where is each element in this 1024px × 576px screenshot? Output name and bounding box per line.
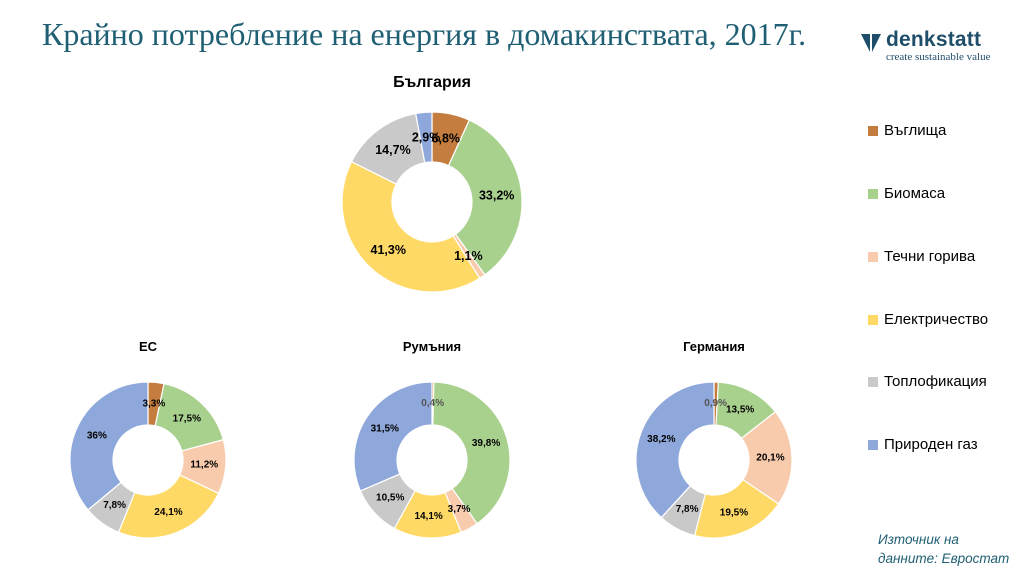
donut-slice [353, 381, 433, 492]
data-label: 0,4% [421, 398, 444, 409]
data-label: 6,8% [432, 131, 461, 145]
data-label: 20,1% [756, 453, 784, 464]
chart-title-bulgaria: България [393, 74, 471, 91]
data-label: 7,8% [103, 500, 126, 511]
data-label: 10,5% [376, 493, 404, 504]
data-label: 13,5% [726, 404, 754, 415]
data-label: 19,5% [720, 507, 748, 518]
legend-swatch [868, 189, 878, 199]
donut-germany: 0,9%13,5% 20,1% 19,5% 7,8% 38,2% [635, 381, 793, 539]
data-label: 41,3% [371, 243, 406, 257]
data-label: 38,2% [647, 434, 675, 445]
data-source-note: Източник на данните: Евростат [878, 530, 1018, 568]
data-label: 14,1% [414, 511, 442, 522]
legend-label: Течни горива [884, 248, 976, 265]
legend-swatch [868, 315, 878, 325]
data-label: 24,1% [154, 507, 182, 518]
donut-slice [432, 381, 511, 525]
data-label: 33,2% [479, 188, 514, 202]
data-label: 2,9% [412, 130, 441, 144]
donut-romania: 0,4% 39,8% 3,7% 14,1% 10,5% 31,5% [353, 381, 511, 539]
data-label: 17,5% [173, 413, 201, 424]
donut-slice [740, 410, 793, 505]
legend-swatch [868, 377, 878, 387]
legend-label: Електричество [884, 311, 989, 328]
chart-romania: Румъния 0,4% 39,8% 3,7% 14,1% 10,5% 31,5% [352, 336, 512, 546]
legend-label: Въглища [884, 122, 947, 139]
source-line-1: Източник на [878, 532, 959, 547]
data-label: 14,7% [375, 143, 410, 157]
legend-swatch [868, 252, 878, 262]
chart-germany: Германия 0,9% 13,5% 20,1% 19,5% 7,8% 38,2% [634, 336, 794, 546]
data-label: 3,3% [142, 398, 165, 409]
data-label: 36% [87, 431, 107, 442]
data-label: 7,8% [676, 504, 699, 515]
donut-slice [117, 474, 220, 539]
legend-label: Топлофикация [884, 373, 987, 390]
donut-slice [447, 119, 523, 276]
donut-slice [341, 160, 481, 293]
data-label: 0,9% [704, 398, 727, 409]
legend-swatch [868, 440, 878, 450]
chart-eu: ЕС 3,3% 17,5% 11,2% 24,1% 7,8% 36% [68, 336, 228, 546]
donut-slice [69, 381, 149, 511]
source-line-2: данните: Евростат [878, 551, 1010, 566]
chart-bulgaria: България 6,8% 33,2% 1,1% 41,3% 14,7% 2,9% [332, 70, 532, 310]
donut-slice [635, 381, 715, 519]
data-label: 1,1% [454, 249, 483, 263]
logo-tagline: create sustainable value [886, 51, 991, 63]
donut-eu: 3,3% 17,5% 11,2% 24,1% 7,8% 36% [69, 381, 227, 539]
data-label: 39,8% [472, 438, 500, 449]
legend-label: Природен газ [884, 436, 978, 453]
chart-title-eu: ЕС [138, 339, 158, 354]
legend-label: Биомаса [884, 185, 946, 202]
slide-title: Крайно потребление на енергия в домакинс… [42, 16, 807, 52]
logo-name: denkstatt [886, 28, 982, 51]
denkstatt-logo-icon [861, 34, 881, 52]
chart-title-romania: Румъния [402, 339, 462, 354]
donut-bulgaria: 6,8% 33,2% 1,1% 41,3% 14,7%2,9% [341, 111, 523, 293]
data-label: 11,2% [190, 460, 218, 471]
donut-slice [414, 111, 433, 164]
data-label: 31,5% [371, 423, 399, 434]
chart-title-germany: Германия [683, 339, 745, 354]
data-label: 3,7% [448, 504, 471, 515]
legend-swatch [868, 126, 878, 136]
